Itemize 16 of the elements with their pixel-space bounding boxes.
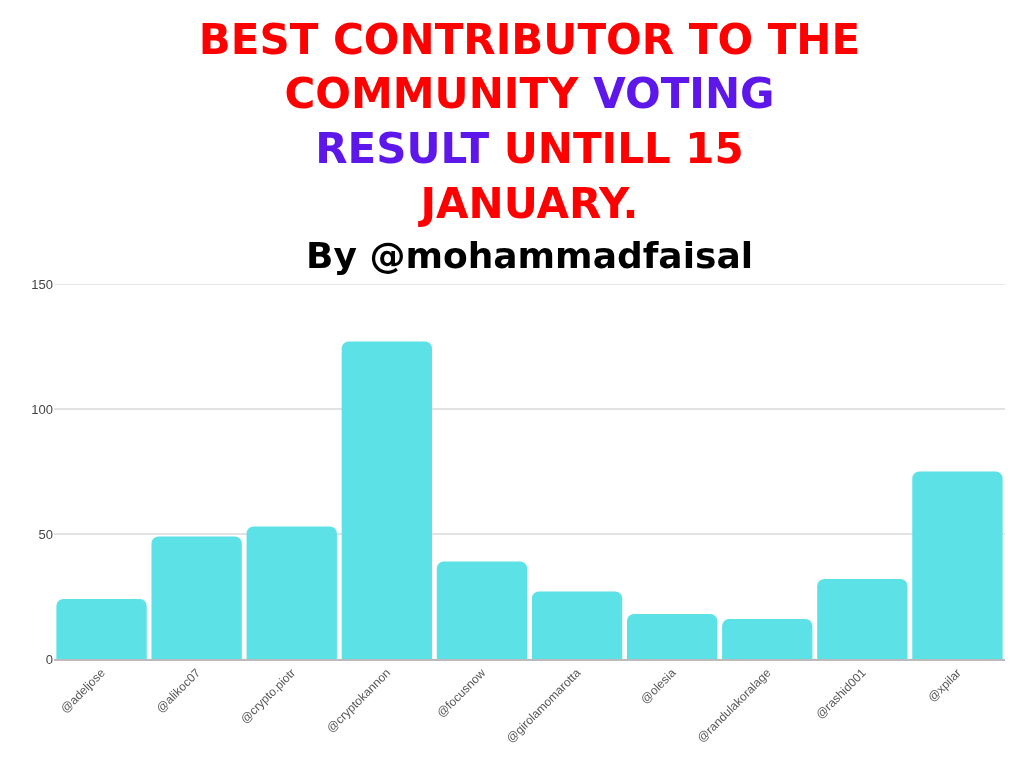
chart-subtitle: By @mohammadfaisal	[306, 235, 754, 276]
bar	[722, 619, 813, 659]
bar	[817, 579, 908, 659]
bar	[341, 341, 433, 659]
bar	[912, 471, 1003, 659]
chart-title: BEST CONTRIBUTOR TO THE COMMUNITY VOTING RESULT UNTILL 15 JANUARY.	[198, 14, 861, 228]
bar	[246, 526, 337, 659]
y-tick-label: 50	[38, 526, 53, 542]
bar	[151, 536, 242, 659]
bar	[56, 599, 147, 659]
y-tick-label: 0	[45, 651, 53, 667]
bar	[626, 614, 718, 659]
bar	[531, 591, 623, 659]
y-tick-label: 150	[31, 276, 53, 292]
bar	[436, 561, 528, 659]
y-tick-label: 100	[31, 401, 53, 417]
